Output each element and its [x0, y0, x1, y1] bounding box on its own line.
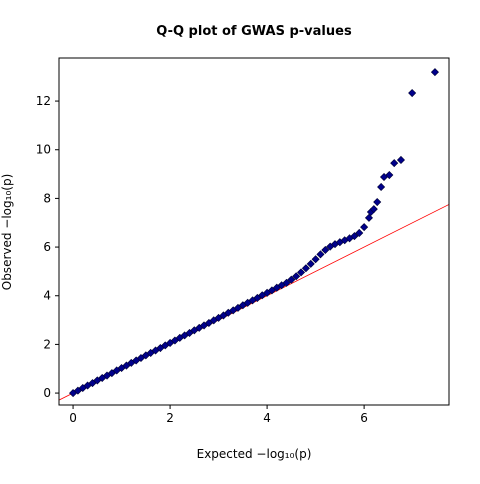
y-tick-label: 2 [43, 337, 51, 351]
x-tick-label: 4 [263, 411, 271, 425]
x-tick-label: 2 [166, 411, 174, 425]
data-point [321, 245, 330, 255]
data-point [292, 272, 301, 281]
y-tick-label: 12 [36, 94, 51, 108]
data-point [311, 255, 320, 264]
axes-frame [58, 57, 450, 406]
data-point [297, 268, 306, 277]
data-point [396, 155, 406, 164]
data-point [377, 182, 386, 191]
data-point [306, 259, 315, 268]
y-axis-label: Observed −log₁₀(p) [0, 174, 14, 291]
data-point [408, 89, 417, 98]
y-tick-label: 4 [43, 289, 51, 303]
plot-area [59, 68, 449, 401]
y-tick-label: 6 [43, 240, 51, 254]
data-point [430, 68, 439, 77]
data-point [369, 205, 378, 214]
data-point [385, 171, 394, 180]
data-point [316, 250, 325, 259]
data-point [301, 264, 310, 273]
data-point [364, 213, 373, 222]
y-tick-label: 8 [43, 191, 51, 205]
data-point [287, 275, 296, 284]
data-point [355, 228, 364, 237]
x-axis-label: Expected −log₁₀(p) [197, 447, 312, 461]
data-point [350, 232, 359, 241]
chart-title: Q-Q plot of GWAS p-values [156, 24, 352, 39]
data-point [390, 159, 399, 168]
y-tick-label: 0 [43, 386, 51, 400]
x-tick-label: 0 [69, 411, 77, 425]
data-point [373, 198, 382, 207]
data-point [360, 223, 369, 232]
data-point [282, 278, 291, 287]
y-tick-label: 10 [36, 143, 51, 157]
x-tick-label: 6 [360, 411, 368, 425]
